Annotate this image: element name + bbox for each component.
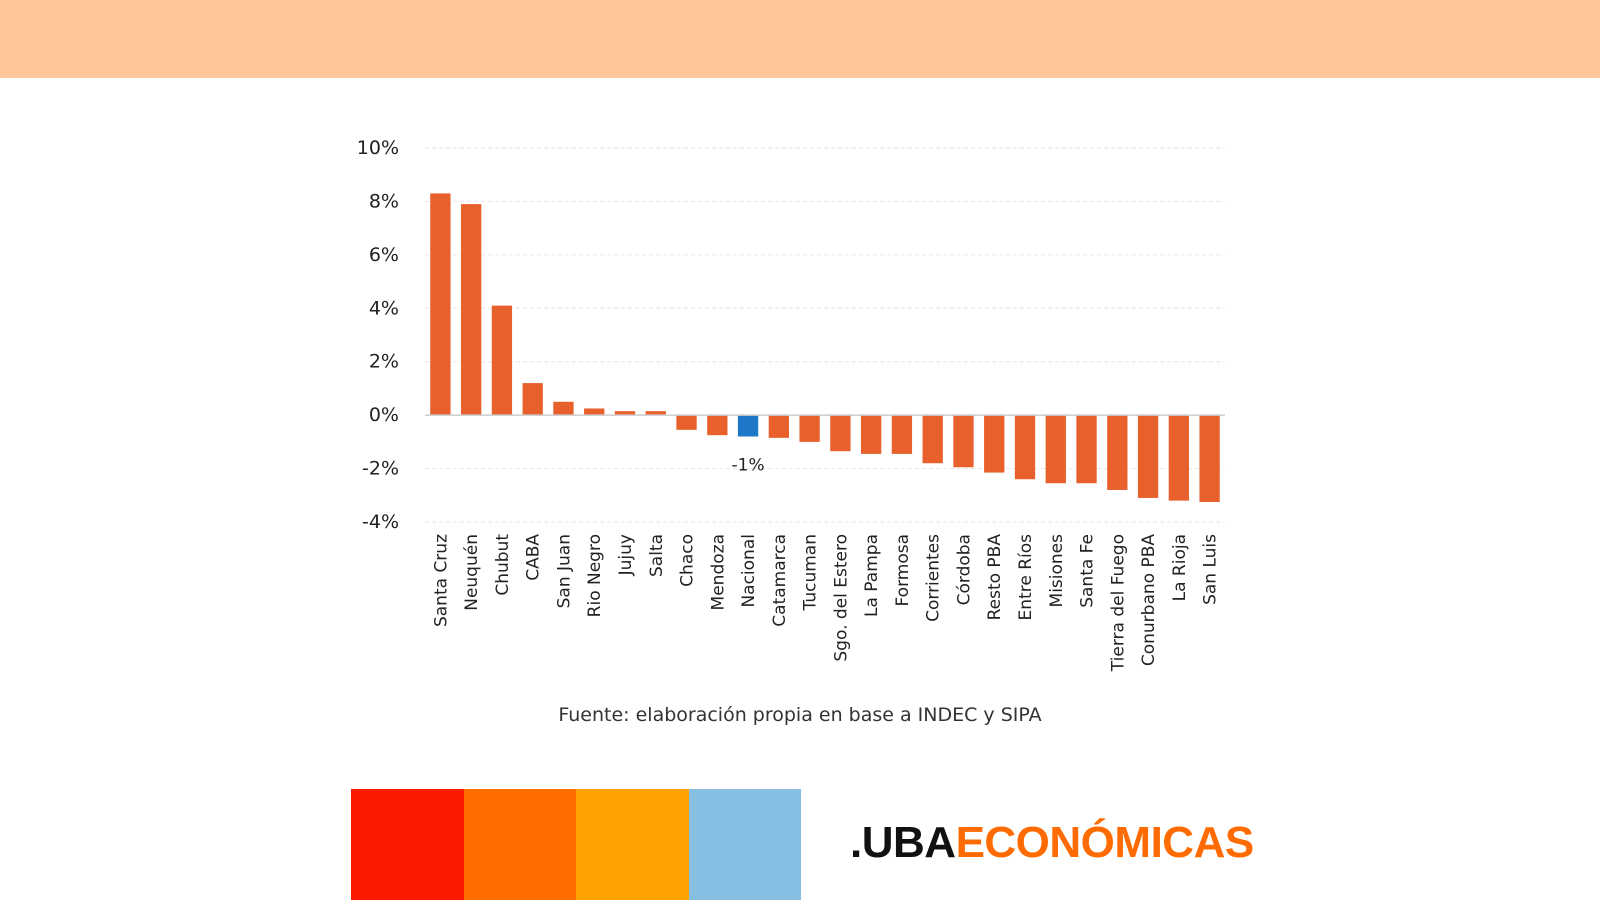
x-tick-label: Corrientes: [924, 534, 944, 622]
bar-tucuman: [799, 415, 820, 442]
bar-sgo-del-estero: [830, 415, 851, 452]
x-tick-label: Jujuy: [616, 534, 636, 576]
x-tick-label: Santa Fe: [1078, 534, 1098, 608]
bar-conurbano-pba: [1137, 415, 1159, 498]
y-tick-label: 4%: [369, 297, 399, 319]
x-tick-label: Nacional: [739, 534, 759, 608]
y-tick-label: 8%: [369, 190, 399, 212]
bar-córdoba: [953, 415, 974, 468]
bar-nacional: [737, 415, 759, 437]
bar-salta: [645, 411, 666, 416]
bar-formosa: [891, 415, 913, 454]
x-tick-label: Neuquén: [462, 534, 482, 611]
x-tick-label: Salta: [647, 534, 667, 577]
x-tick-label: Conurbano PBA: [1139, 534, 1159, 667]
bar-entre-ríos: [1014, 415, 1036, 480]
bar-caba: [522, 383, 543, 416]
x-tick-label: Catamarca: [770, 534, 790, 627]
data-label: -1%: [732, 456, 765, 476]
x-tick-label: Resto PBA: [985, 534, 1005, 621]
source-note: Fuente: elaboración propia en base a IND…: [558, 704, 1042, 726]
y-tick-label: -2%: [362, 458, 399, 480]
bar-jujuy: [614, 411, 636, 416]
bar-misiones: [1045, 415, 1066, 484]
bar-chubut: [491, 305, 513, 416]
color-swatch-blue: [688, 789, 801, 900]
x-tick-label: Santa Cruz: [431, 534, 451, 627]
color-swatch-amber: [576, 789, 689, 900]
x-tick-label: Mendoza: [708, 534, 728, 610]
x-tick-label: La Pampa: [862, 534, 882, 617]
x-tick-label: Misiones: [1047, 534, 1067, 608]
x-tick-label: Chubut: [493, 534, 513, 596]
y-tick-label: 0%: [369, 404, 399, 426]
x-tick-label: Tucuman: [801, 534, 821, 611]
x-tick-label: Tierra del Fuego: [1108, 534, 1128, 672]
y-tick-label: -4%: [362, 511, 399, 533]
bar-resto-pba: [984, 415, 1005, 473]
bar-san-luis: [1199, 415, 1220, 502]
header-band: [0, 0, 1600, 78]
bar-catamarca: [768, 415, 789, 438]
color-swatch-red: [351, 789, 464, 900]
color-strip: [351, 789, 801, 900]
x-tick-label: Córdoba: [954, 534, 974, 605]
x-tick-label: Entre Ríos: [1016, 534, 1036, 621]
bar-mendoza: [707, 415, 728, 436]
x-tick-label: CABA: [524, 534, 544, 581]
uba-economicas-logo: .UBA ECONÓMICAS: [850, 818, 1254, 874]
x-tick-label: Sgo. del Estero: [831, 534, 851, 662]
x-tick-label: San Juan: [554, 534, 574, 608]
x-tick-label: Formosa: [893, 534, 913, 607]
logo-suffix: ECONÓMICAS: [955, 818, 1255, 867]
bar-chaco: [676, 415, 697, 430]
bar-tierra-del-fuego: [1107, 415, 1128, 490]
y-tick-label: 2%: [369, 351, 399, 373]
x-tick-label: La Rioja: [1170, 534, 1190, 601]
bar-la-rioja: [1168, 415, 1189, 501]
bar-rio-negro: [584, 408, 605, 416]
bar-la-pampa: [861, 415, 882, 454]
color-swatch-orange: [463, 789, 576, 900]
y-tick-label: 6%: [369, 244, 399, 266]
bar-corrientes: [922, 415, 943, 464]
bar-santa-cruz: [430, 193, 451, 416]
x-tick-label: Rio Negro: [585, 534, 605, 617]
bar-san-juan: [553, 401, 574, 416]
bar-chart: -4% -2% 0% 2% 4% 6% 8% 10% Santa Cruz Neuquén Chub…: [357, 137, 1225, 672]
y-tick-label: 10%: [357, 137, 399, 159]
x-tick-label: Chaco: [678, 534, 698, 587]
x-tick-label: San Luis: [1201, 534, 1221, 605]
bar-neuquén: [461, 204, 482, 416]
logo-prefix: .UBA: [850, 818, 956, 867]
bar-santa-fe: [1076, 415, 1097, 484]
